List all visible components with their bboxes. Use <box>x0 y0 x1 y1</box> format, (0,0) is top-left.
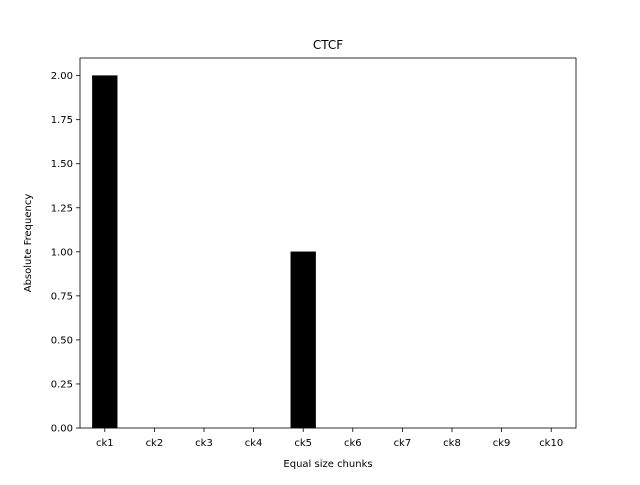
x-tick-label-ck8: ck8 <box>443 438 461 449</box>
y-tick-label: 1.00 <box>51 247 73 258</box>
y-axis: 0.00 0.25 0.50 0.75 1.00 1.25 1.50 1.75 2.00 <box>51 71 80 435</box>
x-tick-label-ck6: ck6 <box>344 438 362 449</box>
y-tick-label: 0.00 <box>51 424 73 435</box>
x-tick-label-ck5: ck5 <box>294 438 312 449</box>
x-tick-label-ck3: ck3 <box>195 438 213 449</box>
y-tick-label: 2.00 <box>51 71 73 82</box>
x-tick-label-ck7: ck7 <box>394 438 412 449</box>
y-tick-label: 0.75 <box>51 291 73 302</box>
y-tick-label: 1.25 <box>51 203 73 214</box>
y-tick-label: 1.75 <box>51 115 73 126</box>
y-tick-label: 1.50 <box>51 159 73 170</box>
chart-title: CTCF <box>313 38 343 52</box>
x-axis: ck1 ck2 ck3 ck4 ck5 ck6 ck7 ck8 ck9 ck10 <box>96 428 563 449</box>
bar-ck1 <box>92 75 118 429</box>
y-tick-label: 0.50 <box>51 335 73 346</box>
x-tick-label-ck9: ck9 <box>493 438 511 449</box>
plot-frame <box>79 57 577 429</box>
bar-ck5 <box>290 251 316 429</box>
x-axis-title: Equal size chunks <box>283 459 372 470</box>
x-tick-label-ck10: ck10 <box>539 438 563 449</box>
x-tick-label-ck4: ck4 <box>245 438 263 449</box>
y-tick-label: 0.25 <box>51 379 73 390</box>
x-tick-label-ck2: ck2 <box>146 438 164 449</box>
x-tick-label-ck1: ck1 <box>96 438 114 449</box>
y-axis-title: Absolute Frequency <box>23 194 34 293</box>
bars <box>92 75 316 429</box>
